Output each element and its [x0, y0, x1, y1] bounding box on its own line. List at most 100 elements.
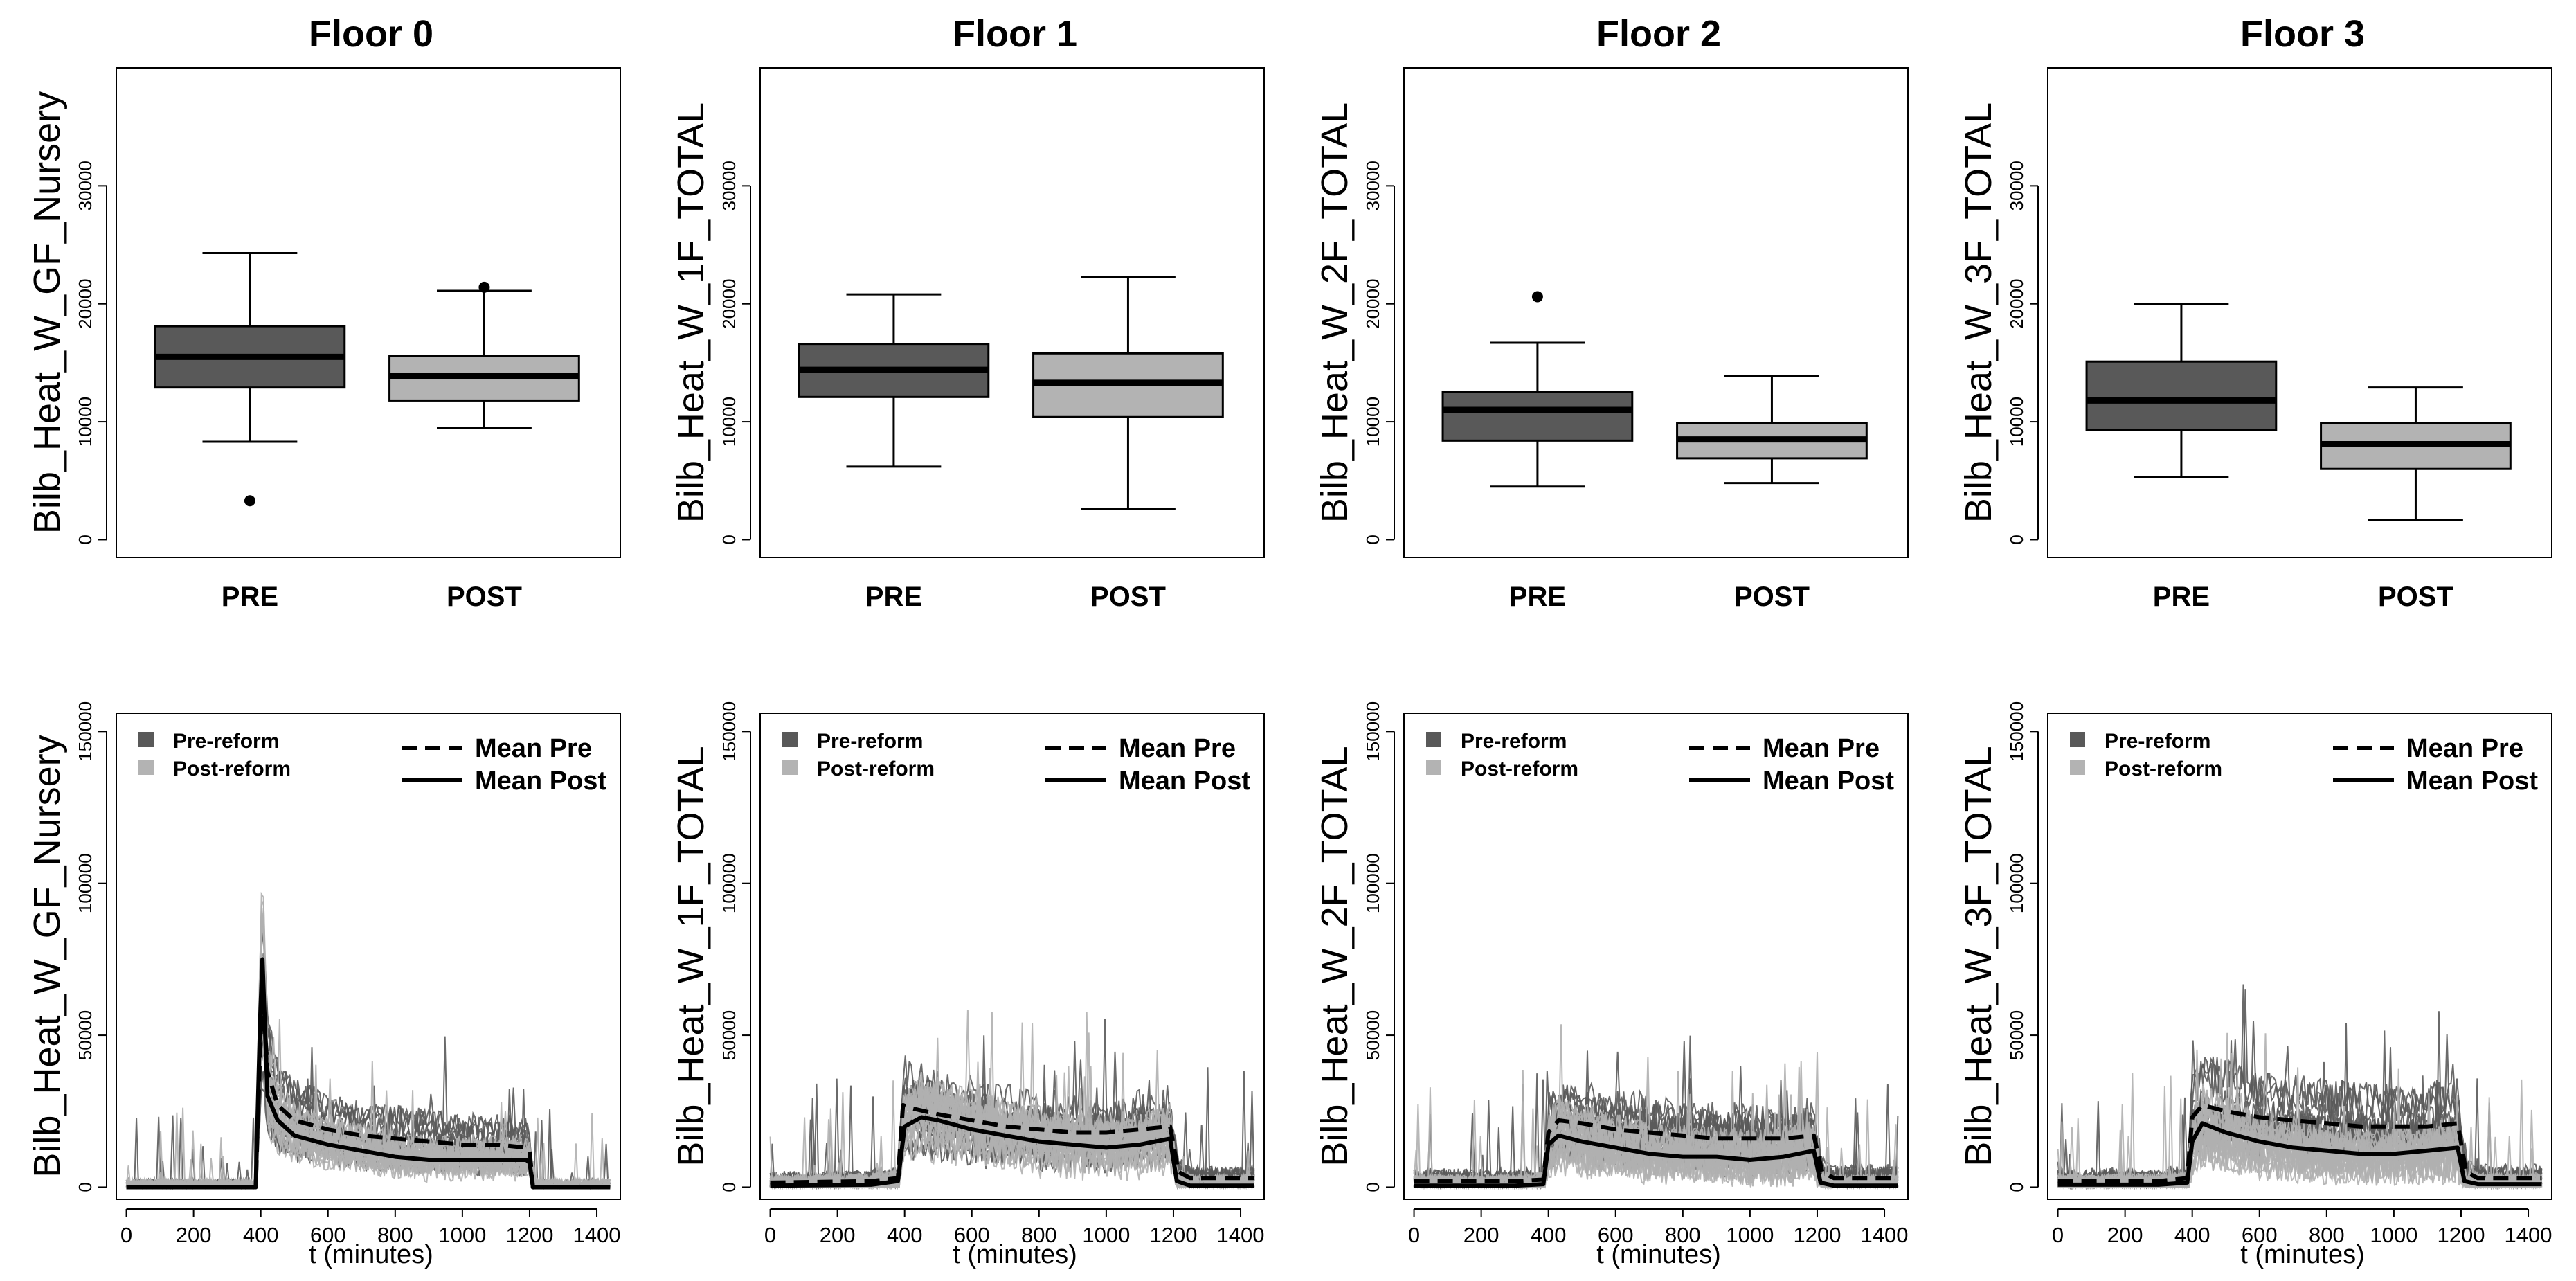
legend-label-mean-pre: Mean Pre: [1119, 734, 1236, 763]
plot-area: [125, 891, 611, 1190]
y-tick-label: 0: [75, 535, 96, 544]
y-tick-label: 0: [719, 535, 739, 544]
category-label: PRE: [1509, 582, 1566, 612]
box-pre: [798, 293, 990, 468]
y-tick-label: 100000: [719, 853, 739, 913]
legend: Pre-reform Post-reform Mean Pre Mean Post: [2070, 730, 2538, 796]
y-tick-label: 30000: [719, 161, 739, 210]
x-tick-label: 200: [1463, 1223, 1499, 1247]
y-tick-label: 50000: [75, 1010, 96, 1060]
post-reform-trace: [769, 1012, 1254, 1190]
y-tick-label: 10000: [719, 397, 739, 447]
legend-label-post: Post-reform: [2105, 758, 2222, 780]
y-tick-label: 0: [2006, 535, 2027, 544]
plot-frame: [759, 67, 1265, 558]
x-tick-label: 1200: [505, 1223, 553, 1247]
panel-title: Floor 3: [2240, 13, 2365, 55]
y-axis-label: Bilb_Heat_W_1F_TOTAL: [670, 102, 712, 523]
x-tick-label: 1400: [2505, 1223, 2552, 1247]
y-tick-label: 100000: [1362, 853, 1383, 913]
x-tick-label: 600: [954, 1223, 990, 1247]
x-tick-label: 0: [764, 1223, 776, 1247]
y-tick-label: 50000: [719, 1010, 739, 1060]
x-tick-label: 1000: [1726, 1223, 1774, 1247]
x-tick-label: 0: [2052, 1223, 2064, 1247]
plot-frame: [2047, 67, 2552, 558]
legend-label-post: Post-reform: [173, 758, 291, 780]
legend-swatch-pre: [782, 732, 798, 747]
y-axis-label: Bilb_Heat_W_2F_TOTAL: [1314, 746, 1355, 1166]
y-axis-label: Bilb_Heat_W_3F_TOTAL: [1958, 102, 1999, 523]
mean-post-line: [1414, 1133, 1898, 1188]
y-axis-label: Bilb_Heat_W_3F_TOTAL: [1958, 746, 1999, 1166]
y-tick-label: 150000: [2006, 701, 2027, 762]
y-tick-label: 100000: [2006, 853, 2027, 913]
box-iqr: [1441, 391, 1634, 442]
x-tick-label: 800: [1021, 1223, 1057, 1247]
legend-label-mean-post: Mean Post: [1763, 767, 1894, 796]
x-tick-label: 0: [120, 1223, 132, 1247]
category-label: POST: [1090, 582, 1166, 612]
x-tick-label: 800: [1665, 1223, 1701, 1247]
plot-area: [2057, 984, 2543, 1190]
boxplot-panel-2: 0 10000 20000 30000 Bilb_Heat_W_2F_TOTAL Floo…: [1314, 13, 1909, 612]
x-tick-label: 400: [1531, 1223, 1567, 1247]
legend-swatch-post: [138, 760, 154, 775]
y-axis-label: Bilb_Heat_W_GF_Nursery: [26, 735, 68, 1177]
boxplot-panel-1: 0 10000 20000 30000 Bilb_Heat_W_1F_TOTAL Floo…: [670, 13, 1265, 612]
plot-frame: [116, 67, 621, 558]
x-axis-label: t (minutes): [1596, 1240, 1720, 1269]
legend-label-mean-post: Mean Post: [2406, 767, 2538, 796]
mean-post-line: [2057, 1121, 2542, 1187]
legend-label-pre: Pre-reform: [817, 730, 923, 753]
y-tick-label: 0: [1362, 1182, 1383, 1192]
x-tick-label: 600: [2242, 1223, 2278, 1247]
y-tick-label: 0: [1362, 535, 1383, 544]
x-tick-label: 1200: [1793, 1223, 1841, 1247]
x-tick-label: 1200: [2437, 1223, 2485, 1247]
x-tick-label: 600: [310, 1223, 346, 1247]
x-tick-label: 1400: [1217, 1223, 1265, 1247]
mean-pre-line: [2057, 1103, 2542, 1183]
timeseries-panel-3: 0 50000 100000 150000 Bilb_Heat_W_3F_TOTAL 0 2…: [1958, 701, 2552, 1269]
category-label: POST: [447, 582, 522, 612]
y-tick-label: 50000: [1362, 1010, 1383, 1060]
x-tick-label: 200: [820, 1223, 856, 1247]
legend-swatch-post: [2070, 760, 2085, 775]
legend-swatch-post: [1426, 760, 1441, 775]
x-tick-label: 600: [1598, 1223, 1634, 1247]
x-tick-label: 200: [2107, 1223, 2143, 1247]
timeseries-panel-1: 0 50000 100000 150000 Bilb_Heat_W_1F_TOTAL 0 2…: [670, 701, 1265, 1269]
x-tick-label: 1000: [438, 1223, 486, 1247]
legend-swatch-post: [782, 760, 798, 775]
legend: Pre-reform Post-reform Mean Pre Mean Post: [138, 730, 606, 796]
x-tick-label: 800: [377, 1223, 413, 1247]
box-pre: [2085, 303, 2278, 478]
category-label: PRE: [865, 582, 922, 612]
category-label: PRE: [2153, 582, 2210, 612]
y-tick-label: 20000: [719, 279, 739, 329]
box-post: [1032, 276, 1224, 510]
panel-title: Floor 1: [953, 13, 1077, 55]
x-tick-label: 400: [2174, 1223, 2210, 1247]
legend-label-post: Post-reform: [817, 758, 935, 780]
y-axis-label: Bilb_Heat_W_1F_TOTAL: [670, 746, 712, 1166]
plot-area: [1413, 1024, 1899, 1190]
y-tick-label: 30000: [1362, 161, 1383, 210]
box-pre: [154, 251, 346, 507]
plot-frame: [116, 713, 621, 1200]
outlier-point: [478, 281, 490, 293]
y-tick-label: 20000: [2006, 279, 2027, 329]
x-axis-label: t (minutes): [2240, 1240, 2364, 1269]
x-tick-label: 1000: [1082, 1223, 1130, 1247]
legend-label-mean-pre: Mean Pre: [1763, 734, 1880, 763]
legend-swatch-pre: [1426, 732, 1441, 747]
box-pre: [1441, 291, 1634, 488]
legend-label-pre: Pre-reform: [1461, 730, 1567, 753]
y-tick-label: 50000: [2006, 1010, 2027, 1060]
x-tick-label: 400: [887, 1223, 923, 1247]
legend-label-pre: Pre-reform: [2105, 730, 2210, 753]
x-tick-label: 0: [1408, 1223, 1420, 1247]
x-tick-label: 1000: [2370, 1223, 2417, 1247]
plot-frame: [759, 713, 1265, 1200]
